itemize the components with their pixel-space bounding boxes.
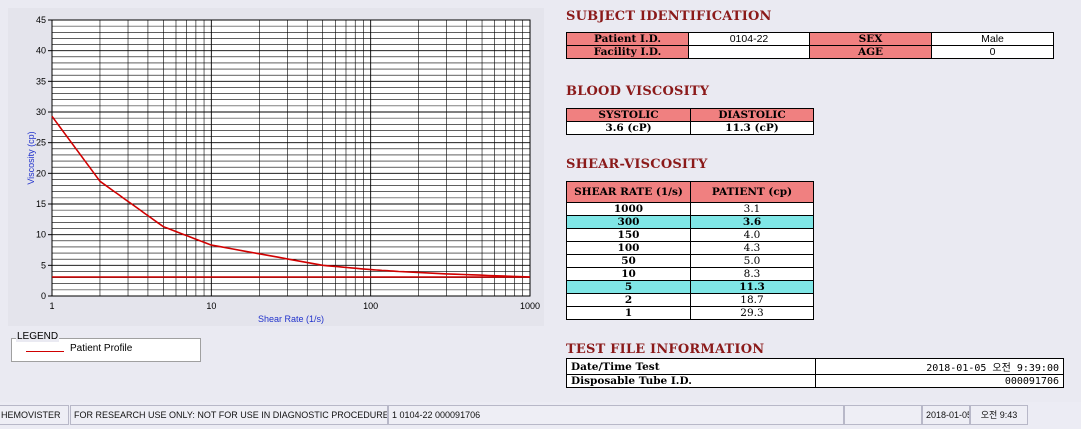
y-tick-label: 20 [36, 168, 46, 178]
status-app-name: HEMOVISTER [0, 405, 69, 425]
y-tick-label: 30 [36, 107, 46, 117]
subject-table: Patient I.D. 0104-22 SEX Male Facility I… [566, 32, 1054, 59]
facility-id-label: Facility I.D. [566, 45, 689, 59]
shear-rate-cell: 300 [566, 215, 691, 229]
chart-ticks: 0 5 10 15 20 25 30 35 40 45 1 10 100 1000 [36, 15, 540, 311]
sex-label: SEX [809, 32, 932, 46]
patient-cp-cell: 8.3 [690, 267, 814, 281]
status-bar: HEMOVISTER FOR RESEARCH USE ONLY: NOT FO… [0, 402, 1081, 429]
shear-row: 1000 3.1 [566, 202, 814, 216]
shear-rate-cell: 1 [566, 306, 691, 320]
patient-cp-cell: 29.3 [690, 306, 814, 320]
age-value: 0 [931, 45, 1054, 59]
legend-label: Patient Profile [70, 343, 133, 354]
diastolic-label: DIASTOLIC [690, 108, 814, 122]
subject-title: SUBJECT IDENTIFICATION [566, 9, 772, 24]
patient-cp-cell: 3.6 [690, 215, 814, 229]
patient-cp-cell: 18.7 [690, 293, 814, 307]
x-tick-label: 1000 [520, 301, 540, 311]
shear-rate-cell: 5 [566, 280, 691, 294]
y-tick-label: 45 [36, 15, 46, 25]
viscosity-chart: 0 5 10 15 20 25 30 35 40 45 1 10 100 1000 Shear Rate … [8, 8, 544, 326]
systolic-value: 3.6 (cP) [566, 121, 691, 135]
x-tick-label: 10 [206, 301, 216, 311]
shear-rate-cell: 2 [566, 293, 691, 307]
diastolic-value: 11.3 (cP) [690, 121, 814, 135]
series-line-patient-profile [51, 115, 531, 278]
y-tick-label: 0 [41, 291, 46, 301]
facility-id-value [688, 45, 810, 59]
y-tick-label: 15 [36, 199, 46, 209]
status-empty [844, 405, 922, 425]
patient-id-value: 0104-22 [688, 32, 810, 46]
patient-id-label: Patient I.D. [566, 32, 689, 46]
test-file-table: Date/Time Test 2018-01-05 오전 9:39:00 Dis… [566, 358, 1064, 388]
shear-row: 2 18.7 [566, 293, 814, 307]
tube-id-label: Disposable Tube I.D. [566, 374, 816, 388]
date-time-value: 2018-01-05 오전 9:39:00 [815, 358, 1064, 375]
test-file-title: TEST FILE INFORMATION [566, 342, 765, 357]
shear-rate-cell: 1000 [566, 202, 691, 216]
sex-value: Male [931, 32, 1054, 46]
legend-swatch [26, 351, 64, 352]
age-label: AGE [809, 45, 932, 59]
date-time-label: Date/Time Test [566, 358, 816, 375]
chart-series [51, 115, 531, 278]
shear-rate-cell: 150 [566, 228, 691, 242]
y-axis-label: Viscosity (cp) [26, 131, 36, 184]
x-axis-label: Shear Rate (1/s) [258, 314, 324, 324]
patient-cp-cell: 4.0 [690, 228, 814, 242]
shear-row: 100 4.3 [566, 241, 814, 255]
y-tick-label: 40 [36, 46, 46, 56]
y-tick-label: 25 [36, 138, 46, 148]
legend: LEGEND Patient Profile [11, 331, 201, 362]
chart-grid [51, 19, 530, 297]
shear-rate-cell: 50 [566, 254, 691, 268]
patient-cp-cell: 4.3 [690, 241, 814, 255]
patient-cp-cell: 11.3 [690, 280, 814, 294]
systolic-label: SYSTOLIC [566, 108, 691, 122]
y-tick-label: 35 [36, 76, 46, 86]
status-record: 1 0104-22 000091706 [388, 405, 844, 425]
patient-cp-cell: 3.1 [690, 202, 814, 216]
shear-row: 150 4.0 [566, 228, 814, 242]
legend-title: LEGEND [16, 331, 60, 342]
blood-viscosity-title: BLOOD VISCOSITY [566, 84, 710, 99]
x-tick-label: 100 [363, 301, 378, 311]
shear-row: 1 29.3 [566, 306, 814, 320]
shear-row: 5 11.3 [566, 280, 814, 294]
shear-row: 10 8.3 [566, 267, 814, 281]
y-tick-label: 10 [36, 230, 46, 240]
blood-viscosity-table: SYSTOLIC DIASTOLIC 3.6 (cP) 11.3 (cP) [566, 108, 814, 135]
patient-cp-header: PATIENT (cp) [690, 181, 814, 203]
shear-viscosity-title: SHEAR-VISCOSITY [566, 157, 708, 172]
shear-rate-header: SHEAR RATE (1/s) [566, 181, 691, 203]
status-date: 2018-01-05 [922, 405, 970, 425]
shear-row: 50 5.0 [566, 254, 814, 268]
shear-rate-cell: 100 [566, 241, 691, 255]
shear-viscosity-table: SHEAR RATE (1/s) PATIENT (cp) 1000 3.1 300… [566, 181, 814, 320]
shear-rate-cell: 10 [566, 267, 691, 281]
plot-area [51, 19, 531, 297]
status-time: 오전 9:43 [970, 405, 1028, 425]
shear-row: 300 3.6 [566, 215, 814, 229]
x-tick-label: 1 [49, 301, 54, 311]
patient-cp-cell: 5.0 [690, 254, 814, 268]
tube-id-value: 000091706 [815, 374, 1064, 388]
y-tick-label: 5 [41, 260, 46, 270]
status-notice: FOR RESEARCH USE ONLY: NOT FOR USE IN DI… [70, 405, 388, 425]
